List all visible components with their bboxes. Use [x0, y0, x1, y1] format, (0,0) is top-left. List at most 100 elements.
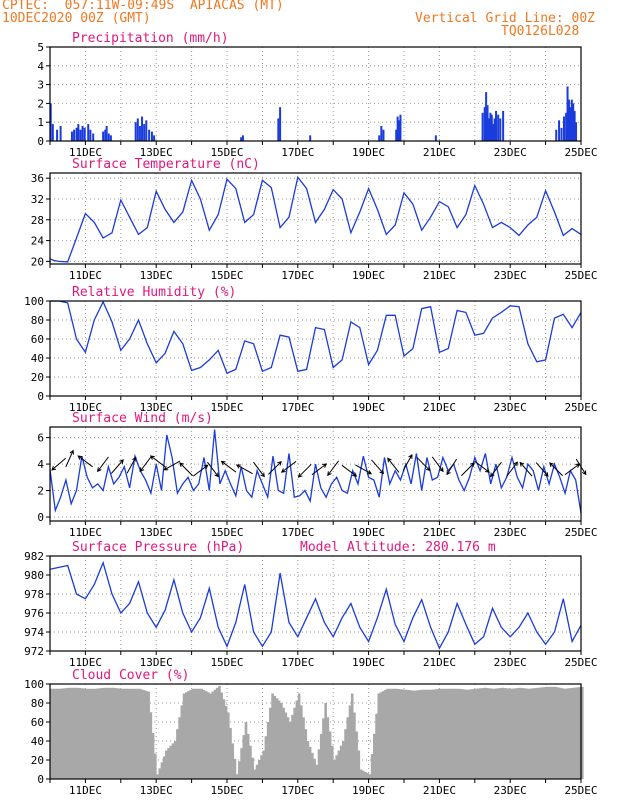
precip-bar: [138, 125, 141, 141]
x-tick-label: 21DEC: [423, 656, 456, 669]
y-tick-label: 20: [31, 371, 44, 384]
wind-arrow: [402, 453, 413, 471]
y-tick-label: 28: [31, 214, 44, 227]
cloud-bar: [410, 690, 414, 779]
cloud-bar: [275, 698, 279, 779]
cloud-bar: [415, 690, 418, 779]
cloud-bar: [465, 689, 469, 779]
precip-bar: [136, 118, 139, 141]
wind-frame: [49, 426, 582, 522]
pres-subtitle: Model Altitude: 280.176 m: [300, 540, 496, 555]
cloud-bar: [337, 750, 341, 779]
cloud-bar: [335, 755, 339, 779]
cloud-bar: [118, 688, 122, 779]
precip-bar: [567, 99, 570, 141]
cloud-bar: [521, 688, 524, 779]
cloud-bar: [377, 693, 381, 779]
cloud-bar: [246, 733, 250, 779]
cloud-bar: [355, 731, 358, 779]
y-tick-label: 980: [24, 569, 44, 582]
cloud-bar: [501, 687, 504, 779]
wind-arrow: [253, 461, 265, 478]
cloud-bar: [271, 693, 274, 779]
rh-frame: [49, 300, 582, 397]
cloud-bar: [483, 687, 487, 779]
x-tick-label: 25DEC: [564, 526, 597, 539]
cloud-bar: [111, 687, 115, 779]
cloud-bar: [428, 689, 431, 779]
precip-bar: [486, 105, 489, 141]
cloud-bar: [284, 712, 288, 779]
cloud-bar: [370, 754, 374, 779]
precip-bar: [395, 129, 398, 141]
cloud-bar: [490, 688, 493, 779]
cloud-bar: [123, 688, 126, 779]
temp-frame: [49, 172, 582, 265]
precip-bar: [240, 137, 243, 141]
wind-line: [49, 429, 582, 514]
x-tick-label: 23DEC: [494, 784, 527, 797]
cloud-bar: [386, 688, 389, 779]
cloud-bar: [527, 688, 531, 779]
precip-bar: [102, 131, 105, 141]
cloud-bar: [58, 688, 62, 779]
cloud-bar: [443, 688, 447, 779]
cloud-bar: [196, 688, 199, 779]
precip-bar: [70, 131, 73, 141]
rh-line: [50, 300, 582, 375]
precip-bar: [555, 129, 558, 141]
cloud-bar: [339, 745, 343, 779]
cloud-bar: [361, 770, 365, 779]
cloud-bar: [238, 761, 241, 779]
cloud-bar: [78, 688, 82, 779]
precip-bar: [502, 110, 505, 141]
y-tick-label: 100: [24, 678, 44, 691]
x-tick-label: 23DEC: [494, 526, 527, 539]
wind-arrow: [126, 456, 137, 474]
x-tick-label: 17DEC: [281, 656, 314, 669]
cloud-bar: [434, 689, 438, 779]
cloud-bar: [558, 687, 562, 779]
cloud-bar: [253, 769, 257, 779]
cloud-bar: [516, 688, 520, 779]
wind-arrow: [179, 462, 194, 477]
x-tick-label: 15DEC: [210, 526, 243, 539]
cloud-bar: [375, 713, 378, 779]
cloud-bar: [167, 748, 170, 779]
x-tick-label: 21DEC: [423, 526, 456, 539]
cloud-bar: [481, 688, 485, 779]
precip-bar: [493, 118, 496, 141]
x-tick-label: 23DEC: [494, 401, 527, 414]
precip-bar: [56, 129, 59, 141]
cloud-frame: [49, 683, 582, 780]
cloud-bar: [317, 749, 321, 779]
cloud-bar: [488, 688, 491, 779]
cloud-bar: [63, 688, 66, 779]
cloud-bar: [224, 705, 228, 779]
cloud-bar: [567, 688, 571, 779]
cloud-bar: [423, 689, 427, 779]
x-tick-label: 25DEC: [564, 269, 597, 282]
wind-arrow: [149, 455, 166, 468]
wind-arrow: [461, 462, 475, 477]
cloud-bar: [158, 768, 162, 779]
x-tick-label: 11DEC: [69, 656, 102, 669]
cloud-bar: [477, 688, 480, 779]
precip-bar: [134, 122, 137, 141]
cloud-bar: [54, 688, 58, 779]
wind-arrow: [97, 456, 109, 473]
cloud-bar: [160, 762, 164, 779]
cloud-bar: [350, 693, 354, 779]
y-tick-label: 24: [31, 235, 45, 248]
cloud-bar: [322, 718, 325, 779]
cloud-bar: [499, 688, 502, 779]
cloud-bar: [193, 688, 197, 779]
x-tick-label: 13DEC: [140, 656, 173, 669]
cloud-bar: [536, 687, 540, 779]
x-tick-label: 17DEC: [281, 146, 314, 159]
cloud-bar: [211, 691, 215, 779]
cloud-bar: [554, 686, 558, 779]
cloud-bar: [552, 686, 555, 779]
cloud-bar: [390, 688, 394, 779]
cloud-bar: [176, 729, 179, 779]
